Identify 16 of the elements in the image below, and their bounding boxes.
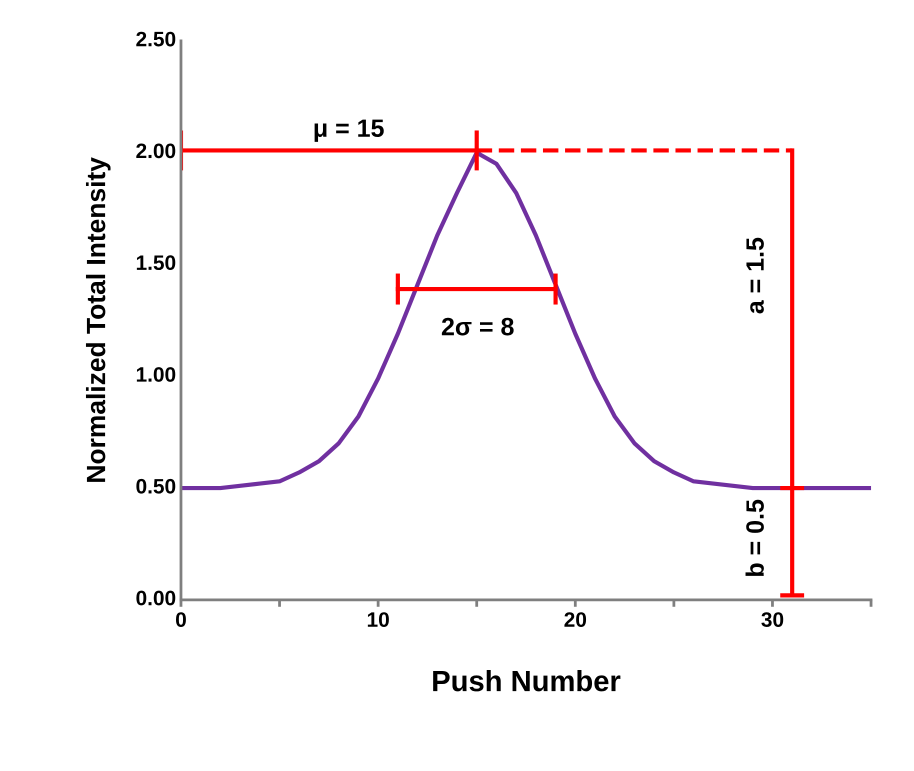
y-tick-label: 1.00	[136, 367, 176, 382]
annotation: 2σ = 8	[442, 318, 514, 336]
y-axis-title: Normalized Total Intensity	[86, 157, 111, 482]
x-tick-label: 0	[176, 612, 186, 627]
y-tick-label: 2.50	[136, 32, 176, 46]
y-tick-label: 1.50	[136, 255, 176, 270]
annotation: a = 1.5	[746, 238, 764, 314]
y-tick-label: 0.00	[136, 590, 176, 606]
annotation: b = 0.5	[746, 500, 764, 576]
y-tick-label: 0.50	[136, 478, 176, 494]
x-tick-label: 30	[761, 612, 784, 627]
annotation: μ = 15	[314, 120, 384, 142]
x-tick-label: 20	[564, 612, 586, 627]
y-tick-label: 2.00	[136, 144, 176, 158]
x-axis-title: Push Number	[433, 670, 620, 692]
x-tick-label: 10	[368, 612, 389, 627]
